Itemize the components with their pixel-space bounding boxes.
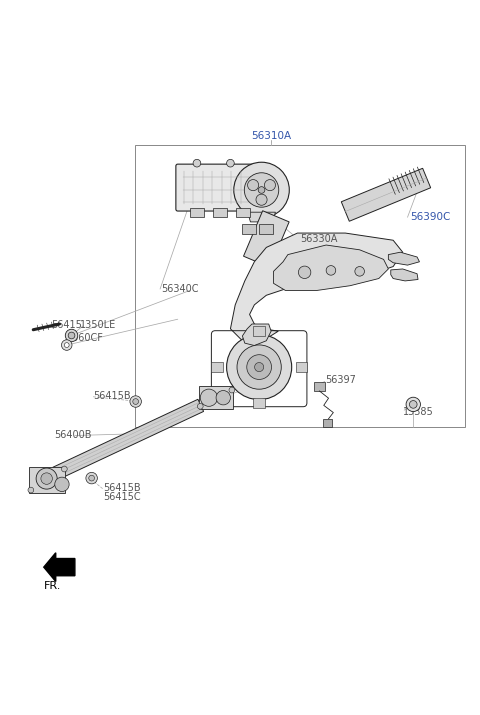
Circle shape [197,403,203,409]
Circle shape [406,398,420,412]
Bar [135,144,465,427]
Text: 56415B: 56415B [93,391,131,401]
Bar [211,363,223,372]
Text: 56415C: 56415C [104,492,141,502]
Circle shape [36,468,57,489]
Text: 56400B: 56400B [54,430,92,440]
Circle shape [247,355,272,380]
Bar [213,208,227,217]
Polygon shape [388,252,420,265]
Polygon shape [230,233,403,343]
Bar [259,224,273,235]
Polygon shape [274,245,388,290]
Circle shape [193,159,201,167]
Circle shape [234,162,289,218]
Circle shape [227,335,292,400]
Circle shape [61,466,67,472]
Circle shape [409,400,417,408]
Circle shape [244,173,279,207]
Circle shape [130,396,142,408]
Text: 56390C: 56390C [410,212,450,222]
Bar [199,386,233,409]
Circle shape [254,363,264,372]
Polygon shape [243,211,289,267]
Bar [236,208,250,217]
Polygon shape [391,269,418,281]
Circle shape [68,332,75,339]
Circle shape [86,473,97,484]
Polygon shape [44,553,75,581]
Text: FR.: FR. [44,581,61,591]
Bar [253,327,265,336]
Text: 1360CF: 1360CF [67,333,104,343]
Circle shape [227,159,234,167]
Circle shape [65,330,78,342]
Bar [253,398,265,408]
Text: 56397: 56397 [324,375,356,385]
Circle shape [133,399,139,405]
Circle shape [64,342,69,347]
Bar [323,419,332,427]
Text: 56340C: 56340C [161,284,199,294]
Circle shape [229,388,235,393]
Bar [29,467,65,493]
Circle shape [28,487,34,493]
Circle shape [258,187,265,193]
Circle shape [216,390,230,405]
Circle shape [200,389,217,406]
Text: 56415B: 56415B [104,483,141,493]
Text: 56330A: 56330A [300,234,337,244]
Circle shape [299,266,311,279]
Text: 1350LE: 1350LE [80,320,116,330]
Polygon shape [248,212,276,222]
FancyBboxPatch shape [176,164,259,211]
Circle shape [41,473,52,484]
Circle shape [355,267,364,276]
Polygon shape [53,399,204,479]
Circle shape [55,477,69,491]
Text: 13385: 13385 [403,407,433,417]
Text: 56415: 56415 [51,320,82,330]
Text: 56310A: 56310A [251,132,291,142]
Circle shape [256,194,267,205]
Circle shape [264,179,276,191]
Bar [190,208,204,217]
Bar [296,363,307,372]
Polygon shape [242,324,271,345]
Bar [314,383,324,391]
Bar [242,224,256,235]
Circle shape [248,179,259,191]
Circle shape [326,265,336,275]
Circle shape [61,340,72,350]
Circle shape [89,475,95,481]
Circle shape [237,345,281,389]
Polygon shape [341,168,431,221]
